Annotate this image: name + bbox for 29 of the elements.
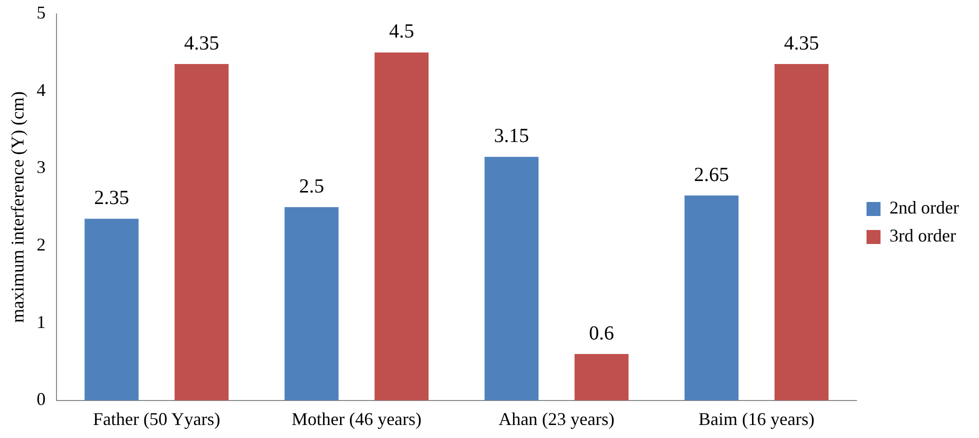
data-label: 2.65 — [694, 164, 730, 186]
x-tick-label: Ahan (23 years) — [498, 408, 615, 429]
data-label: 0.6 — [589, 322, 614, 344]
y-axis-title: maximum interference (Y) (cm) — [8, 91, 28, 323]
legend-label: 2nd order — [890, 198, 960, 218]
bar — [84, 218, 139, 400]
y-tick-label: 2 — [36, 234, 46, 254]
data-label: 4.35 — [784, 32, 820, 54]
bar — [484, 156, 539, 400]
bar — [684, 196, 739, 400]
y-tick-label: 1 — [36, 312, 46, 332]
data-label: 2.35 — [94, 186, 130, 209]
bar — [374, 52, 429, 400]
y-tick-label: 5 — [36, 2, 46, 23]
bar — [574, 354, 629, 400]
x-tick-label: Baim (16 years) — [698, 408, 815, 429]
data-label: 4.35 — [184, 32, 220, 54]
legend-label: 3rd order — [890, 226, 956, 246]
bar — [774, 64, 829, 400]
data-label: 2.5 — [299, 175, 324, 198]
x-tick-label: Father (50 Yyars) — [92, 408, 220, 429]
y-tick-label: 3 — [36, 157, 46, 178]
x-tick-label: Mother (46 years) — [292, 408, 422, 429]
data-label: 3.15 — [494, 125, 530, 148]
y-tick-label: 4 — [36, 80, 46, 100]
bar — [284, 207, 339, 400]
bar — [174, 64, 229, 400]
y-tick-label: 0 — [36, 389, 46, 410]
data-label: 4.5 — [389, 20, 414, 43]
